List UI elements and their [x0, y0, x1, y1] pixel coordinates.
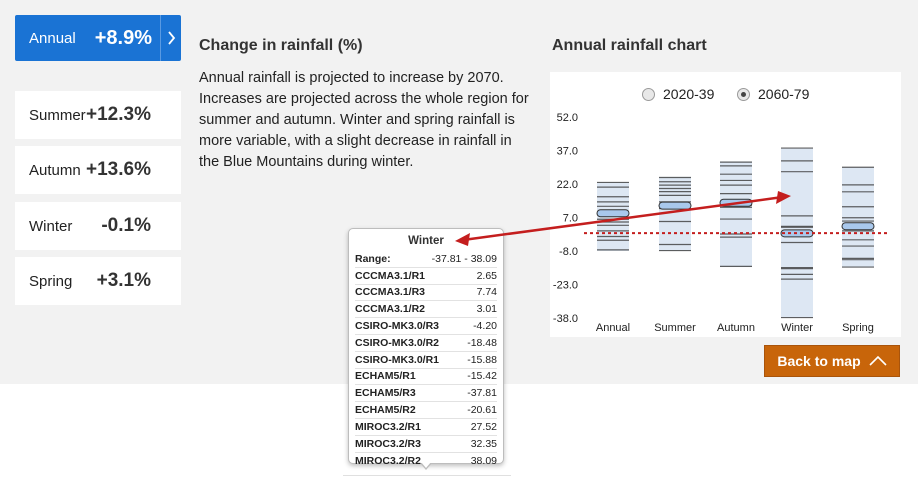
model-value: 38.09: [470, 454, 497, 467]
tooltip-model-row: ECHAM5/R1 -15.42: [355, 369, 497, 386]
season-tab-annual[interactable]: Annual +8.9%: [15, 15, 181, 61]
model-value: 7.74: [476, 286, 497, 299]
chevron-right-icon: [160, 15, 181, 61]
tooltip-model-row: CCCMA3.1/R3 7.74: [355, 285, 497, 302]
tooltip-model-row: ECHAM5/R3 -37.81: [355, 385, 497, 403]
season-tab-winter[interactable]: Winter -0.1%: [15, 202, 181, 250]
model-value: -15.42: [467, 370, 497, 383]
model-value: -20.61: [467, 404, 497, 417]
change-title: Change in rainfall (%): [199, 37, 363, 54]
back-to-map-button[interactable]: Back to map: [764, 345, 900, 377]
season-name: Summer: [29, 106, 86, 124]
model-name: CCCMA3.1/R3: [355, 286, 426, 299]
model-name: CSIRO-MK3.0/R1: [355, 353, 440, 366]
season-tab-spring[interactable]: Spring +3.1%: [15, 257, 181, 305]
tooltip-model-row: CSIRO-MK3.0/R1 -15.88: [355, 352, 497, 369]
y-tick-label: 22.0: [557, 179, 578, 191]
median-marker: [841, 222, 875, 231]
chevron-up-icon: [869, 356, 887, 366]
model-value: 2.65: [476, 269, 497, 282]
model-name: ECHAM5/R2: [355, 404, 416, 417]
radio-icon[interactable]: [642, 87, 655, 101]
model-name: ECHAM5/R3: [355, 387, 416, 400]
tooltip-model-row: MIROC3.2/R1 27.52: [355, 419, 497, 436]
season-name: Autumn: [29, 161, 81, 179]
legend-option-2060[interactable]: 2060-79: [737, 86, 809, 102]
radio-selected-icon[interactable]: [737, 87, 750, 101]
median-marker: [596, 209, 630, 218]
model-tooltip: Winter Range: -37.81 - 38.09 CCCMA3.1/R1…: [348, 228, 504, 467]
tooltip-model-row: CCCMA3.1/R2 3.01: [355, 301, 497, 319]
median-marker: [658, 201, 692, 210]
y-tick-label: 7.0: [563, 213, 578, 225]
tooltip-range-row: Range: -37.81 - 38.09: [355, 251, 497, 268]
model-name: MIROC3.2/R2: [355, 454, 421, 467]
legend-option-2020[interactable]: 2020-39: [642, 86, 714, 102]
chart-title: Annual rainfall chart: [552, 37, 707, 54]
season-value: +8.9%: [94, 26, 152, 49]
season-name: Spring: [29, 272, 73, 290]
x-category-label: Autumn: [717, 322, 755, 334]
range-bar: [720, 161, 752, 268]
tooltip-underline: [343, 475, 511, 476]
model-value: -18.48: [467, 336, 497, 349]
model-name: MIROC3.2/R3: [355, 437, 421, 450]
x-category-label: Spring: [842, 322, 874, 334]
legend-label: 2060-79: [758, 86, 810, 102]
tooltip-model-row: CSIRO-MK3.0/R2 -18.48: [355, 335, 497, 352]
tooltip-model-row: MIROC3.2/R2 38.09: [355, 453, 497, 470]
season-tab-autumn[interactable]: Autumn +13.6%: [15, 146, 181, 194]
model-value: -15.88: [467, 353, 497, 366]
model-value: -4.20: [473, 320, 497, 333]
x-category-label: Annual: [596, 322, 630, 334]
tooltip-caret-inner: [421, 462, 431, 468]
season-value: +3.1%: [96, 270, 151, 291]
y-tick-label: -38.0: [553, 313, 578, 325]
model-name: ECHAM5/R1: [355, 370, 416, 383]
tooltip-model-row: ECHAM5/R2 -20.61: [355, 402, 497, 419]
tooltip-rows: CCCMA3.1/R1 2.65 CCCMA3.1/R3 7.74 CCCMA3.1/R…: [355, 268, 497, 470]
model-name: MIROC3.2/R1: [355, 420, 421, 433]
model-name: CSIRO-MK3.0/R3: [355, 320, 440, 333]
x-category-label: Summer: [654, 322, 696, 334]
description-text: Annual rainfall is projected to increase…: [199, 70, 529, 170]
x-category-label: Winter: [781, 322, 813, 334]
y-tick-label: 37.0: [557, 146, 578, 158]
season-value: -0.1%: [101, 215, 151, 236]
median-marker: [719, 198, 753, 207]
season-tab-summer[interactable]: Summer +12.3%: [15, 91, 181, 139]
model-name: CCCMA3.1/R2: [355, 303, 426, 316]
model-value: 3.01: [476, 303, 497, 316]
season-value: +12.3%: [86, 104, 151, 125]
y-tick-label: -23.0: [553, 280, 578, 292]
season-name: Annual: [29, 29, 76, 47]
range-label: Range:: [355, 252, 391, 265]
season-name: Winter: [29, 217, 73, 235]
tooltip-model-row: MIROC3.2/R3 32.35: [355, 436, 497, 453]
model-value: -37.81: [467, 387, 497, 400]
model-value: 32.35: [470, 437, 497, 450]
y-tick-label: -8.0: [559, 246, 578, 258]
tooltip-title: Winter: [408, 235, 444, 247]
back-to-map-label: Back to map: [777, 353, 861, 369]
tooltip-model-row: CSIRO-MK3.0/R3 -4.20: [355, 318, 497, 335]
model-name: CCCMA3.1/R1: [355, 269, 426, 282]
model-value: 27.52: [470, 420, 497, 433]
tooltip-model-row: CCCMA3.1/R1 2.65: [355, 268, 497, 285]
model-name: CSIRO-MK3.0/R2: [355, 336, 440, 349]
season-value: +13.6%: [86, 159, 151, 180]
legend-label: 2020-39: [663, 86, 715, 102]
y-tick-label: 52.0: [557, 112, 578, 124]
range-value: -37.81 - 38.09: [431, 252, 497, 265]
